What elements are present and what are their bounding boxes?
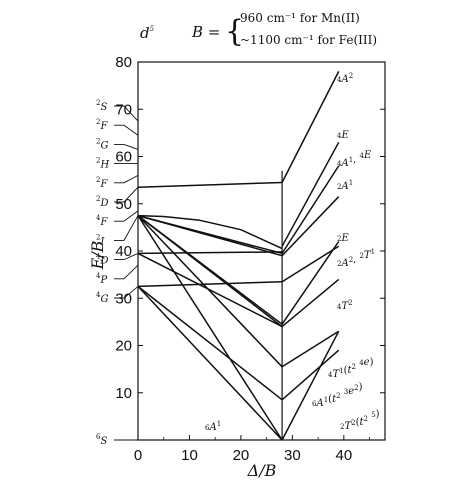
energy-curve bbox=[137, 215, 283, 441]
energy-curve bbox=[137, 251, 283, 255]
y-tick-label: 10 bbox=[115, 385, 132, 402]
energy-curve bbox=[137, 214, 283, 257]
free-ion-levels: 2S 2F 2G 2H 2F 2D 4F 2I 4D 4P 4G 6S bbox=[96, 99, 139, 447]
y-axis-title: E/B bbox=[88, 240, 107, 270]
free-ion-term-label: 4D bbox=[96, 253, 109, 267]
header: d5 B = { 960 cm⁻¹ for Mn(II) ~1100 cm⁻¹ … bbox=[140, 11, 377, 49]
energy-curve bbox=[137, 215, 283, 368]
level-leader-line bbox=[114, 252, 139, 261]
b-label: B = bbox=[191, 23, 220, 41]
level-leader-line bbox=[114, 215, 139, 241]
x-tick-label: 40 bbox=[335, 447, 352, 464]
free-ion-term-label: 2S bbox=[96, 99, 107, 113]
tick-labels: 0 10 20 30 40 10 20 30 40 50 60 70 80 bbox=[115, 54, 352, 464]
y-tick-label: 70 bbox=[115, 101, 132, 118]
energy-curve bbox=[281, 141, 340, 247]
x-tick-label: 20 bbox=[233, 447, 250, 464]
b-value-mn: 960 cm⁻¹ for Mn(II) bbox=[240, 11, 360, 25]
energy-curve bbox=[281, 349, 340, 401]
energy-curve bbox=[137, 215, 283, 328]
strong-field-term-label: 4T1(t2 4e) bbox=[328, 357, 374, 380]
energy-curve bbox=[281, 330, 340, 441]
x-tick-label: 30 bbox=[284, 447, 301, 464]
strong-field-term-label: 4A1, 4E bbox=[337, 150, 372, 169]
free-ion-term-label: 2G bbox=[96, 137, 108, 151]
y-tick-label: 20 bbox=[115, 338, 132, 355]
free-ion-term-label: 2D bbox=[96, 195, 109, 209]
energy-curve bbox=[281, 330, 340, 368]
energy-curve bbox=[137, 280, 283, 288]
energy-curve bbox=[137, 252, 283, 328]
y-tick-label: 80 bbox=[115, 54, 132, 71]
energy-curve bbox=[281, 278, 340, 328]
strong-field-term-label: 2A1 bbox=[337, 179, 353, 192]
free-ion-term-label: 4G bbox=[96, 291, 108, 305]
strong-field-term-label: 2E bbox=[337, 233, 349, 244]
level-leader-line bbox=[114, 105, 139, 122]
strong-field-term-label: 4T2 bbox=[337, 299, 353, 312]
energy-curve bbox=[137, 285, 283, 401]
energy-curve bbox=[137, 181, 283, 188]
energy-curve bbox=[137, 214, 283, 250]
energy-curve bbox=[281, 241, 340, 325]
free-ion-term-label: 4F bbox=[96, 214, 108, 228]
strong-field-term-label: 6A1(t2 3e2) bbox=[312, 382, 363, 409]
energy-curves bbox=[137, 71, 340, 441]
free-ion-term-label: 2H bbox=[96, 157, 109, 171]
strong-field-term-label: 2A2, 2T1 bbox=[337, 248, 375, 269]
strong-field-term-label: 4A2 bbox=[337, 72, 353, 85]
free-ion-term-label: 2F bbox=[96, 118, 108, 132]
free-ion-term-label: 4P bbox=[96, 272, 107, 286]
free-ion-term-label: 2F bbox=[96, 176, 108, 190]
x-tick-label: 0 bbox=[134, 447, 142, 464]
energy-curve bbox=[281, 71, 340, 183]
axis-ticks bbox=[137, 61, 385, 440]
level-leader-line bbox=[114, 124, 139, 136]
x-tick-label: 10 bbox=[181, 447, 198, 464]
energy-curve bbox=[281, 196, 340, 257]
free-ion-term-label: 2I bbox=[96, 233, 105, 247]
brace: { bbox=[225, 14, 244, 49]
level-leader-line bbox=[114, 210, 139, 222]
y-tick-label: 40 bbox=[115, 243, 132, 260]
energy-curve bbox=[137, 285, 283, 441]
level-leader-line bbox=[114, 186, 139, 203]
energy-curve bbox=[281, 165, 340, 254]
strong-field-term-label: 4E bbox=[337, 130, 349, 141]
x-axis-title: Δ/B bbox=[247, 461, 277, 480]
strong-field-term-label: 2T2(t2 5) bbox=[340, 409, 380, 432]
config-label: d5 bbox=[140, 24, 155, 42]
level-leader-line bbox=[114, 143, 139, 150]
level-leader-line bbox=[114, 175, 139, 184]
level-leader-line bbox=[114, 286, 139, 299]
b-value-fe: ~1100 cm⁻¹ for Fe(III) bbox=[240, 33, 377, 47]
y-tick-label: 50 bbox=[115, 196, 132, 213]
energy-curve bbox=[281, 245, 340, 283]
level-leader-line bbox=[114, 264, 139, 280]
free-ion-term-label: 6S bbox=[96, 433, 107, 447]
y-tick-label: 60 bbox=[115, 149, 132, 166]
ground-state-label: 6A1 bbox=[205, 420, 221, 433]
y-tick-label: 30 bbox=[115, 290, 132, 307]
